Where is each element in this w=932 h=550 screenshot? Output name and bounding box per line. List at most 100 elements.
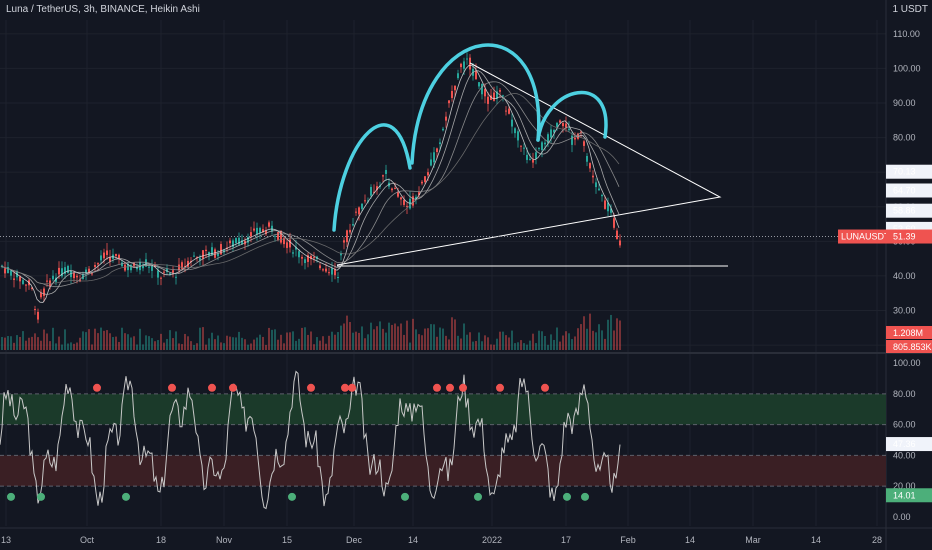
volume-bar [592, 330, 594, 350]
candle [457, 73, 459, 79]
volume-bar [142, 344, 144, 350]
volume-bar [67, 343, 69, 350]
candle [451, 91, 453, 98]
volume-bar [376, 326, 378, 350]
candle [514, 128, 516, 134]
candle [262, 229, 264, 233]
candle [346, 230, 348, 243]
candle [1, 265, 3, 267]
candle [136, 267, 138, 270]
time-tick-label: Feb [620, 535, 636, 545]
candle [271, 225, 273, 232]
volume-bar [166, 338, 168, 350]
volume-bar [301, 327, 303, 350]
moving-averages [0, 64, 620, 303]
volume-bar [379, 321, 381, 350]
candle [397, 192, 399, 197]
volume-bar [544, 335, 546, 350]
candle [619, 240, 621, 246]
volume-bar [514, 343, 516, 350]
candle [478, 82, 480, 87]
candle [256, 227, 258, 235]
candle [133, 262, 135, 267]
volume-bar [337, 332, 339, 350]
volume-bar [247, 344, 249, 350]
rsi-markers [7, 383, 589, 501]
candle [106, 250, 108, 255]
candle [400, 197, 402, 200]
volume-bar [178, 343, 180, 350]
volume-bar [97, 333, 99, 350]
volume-bar [292, 331, 294, 350]
volume-badge-2-bg [886, 340, 932, 353]
volume-bar [463, 323, 465, 350]
volume-bar [223, 343, 225, 350]
volume-bar [448, 339, 450, 350]
symbol-tag: LUNAUSDT [841, 232, 890, 242]
oversold-marker [288, 492, 296, 501]
candle [163, 271, 165, 273]
volume-bar [532, 333, 534, 350]
candle [202, 250, 204, 259]
volume-bar [520, 340, 522, 350]
candle [160, 277, 162, 279]
volume-bar [205, 344, 207, 350]
time-tick-label: 14 [811, 535, 821, 545]
volume-bar [367, 334, 369, 350]
volume-bar [259, 334, 261, 350]
price-level-4-text: 53.60 [893, 224, 916, 234]
candle [253, 228, 255, 231]
candle [364, 200, 366, 202]
volume-bar [424, 328, 426, 350]
volume-bar [619, 320, 621, 350]
candle [616, 230, 618, 240]
candle [148, 266, 150, 268]
volume-bar [55, 343, 57, 350]
volume-bar [73, 343, 75, 350]
candle [493, 92, 495, 101]
volume-bar [160, 333, 162, 350]
candle [40, 292, 42, 298]
volume-bar [382, 328, 384, 350]
volume-bar [445, 335, 447, 350]
candle [169, 273, 171, 275]
overbought-marker [229, 383, 237, 392]
candle [463, 61, 465, 69]
volume-bar [253, 339, 255, 350]
price-tick-label: 80.00 [893, 133, 916, 143]
candle [289, 239, 291, 248]
candle [310, 255, 312, 260]
volume-bar [313, 344, 315, 350]
candle [601, 194, 603, 197]
volume-bar [4, 337, 6, 350]
volume-bar [562, 335, 564, 350]
volume-bar [487, 337, 489, 350]
volume-bar [295, 340, 297, 350]
candle [19, 276, 21, 282]
candle [406, 205, 408, 207]
volume-bar [46, 333, 48, 350]
volume-bar [7, 336, 9, 350]
candle [481, 83, 483, 95]
volume-bar [394, 323, 396, 350]
candle [583, 141, 585, 146]
rsi-secondary: 14.01 [893, 490, 916, 500]
candle [265, 230, 267, 235]
time-tick-label: Mar [745, 535, 761, 545]
ma-fast [0, 64, 620, 303]
candle [337, 276, 339, 278]
overbought-marker [496, 383, 504, 392]
volume-bar [232, 337, 234, 350]
candle [352, 224, 354, 226]
candle [367, 200, 369, 202]
volume-bar [277, 339, 279, 350]
volume-bar [226, 335, 228, 350]
volume-bar [235, 337, 237, 350]
volume-bar [193, 344, 195, 350]
volume-bar [412, 318, 414, 350]
currency-unit[interactable]: 1 USDT [892, 4, 928, 15]
volume-bar [385, 332, 387, 350]
candle [190, 260, 192, 262]
volume-bar [43, 329, 45, 350]
